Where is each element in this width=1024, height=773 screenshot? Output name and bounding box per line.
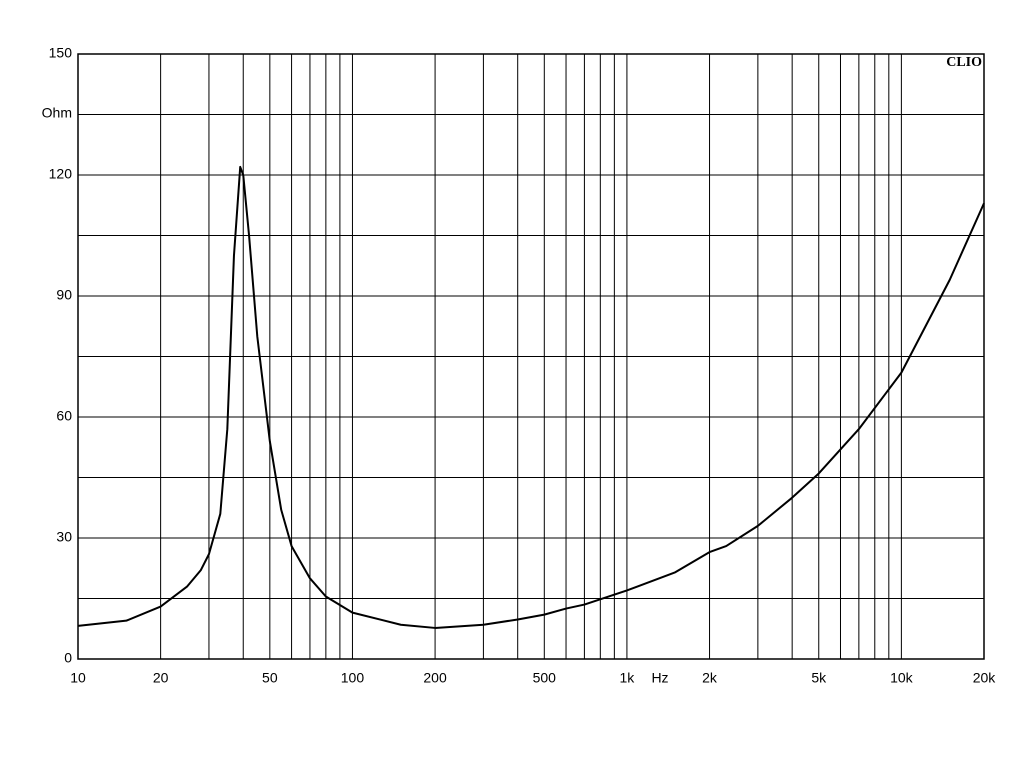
- x-axis-label: Hz: [651, 670, 668, 686]
- x-tick-label: 2k: [702, 670, 718, 686]
- impedance-curve: [77, 165, 985, 629]
- x-tick-label: 10k: [890, 670, 914, 686]
- y-tick-label: 120: [49, 166, 73, 182]
- x-tick-label: 50: [262, 670, 278, 686]
- x-tick-label: 10: [70, 670, 86, 686]
- y-tick-label: 0: [64, 650, 72, 666]
- x-tick-label: 200: [423, 670, 447, 686]
- x-tick-label: 5k: [811, 670, 827, 686]
- watermark: CLIO: [946, 55, 982, 70]
- x-tick-label: 500: [533, 670, 557, 686]
- x-tick-label: 100: [341, 670, 365, 686]
- x-tick-label: 20k: [973, 670, 997, 686]
- y-tick-label: 150: [49, 45, 73, 61]
- y-axis-label: Ohm: [42, 105, 72, 121]
- x-tick-label: 1k: [620, 670, 636, 686]
- y-tick-label: 60: [56, 408, 72, 424]
- y-tick-label: 90: [56, 287, 72, 303]
- x-tick-label: 20: [153, 670, 169, 686]
- y-tick-label: 30: [56, 529, 72, 545]
- plot-frame: [77, 53, 985, 660]
